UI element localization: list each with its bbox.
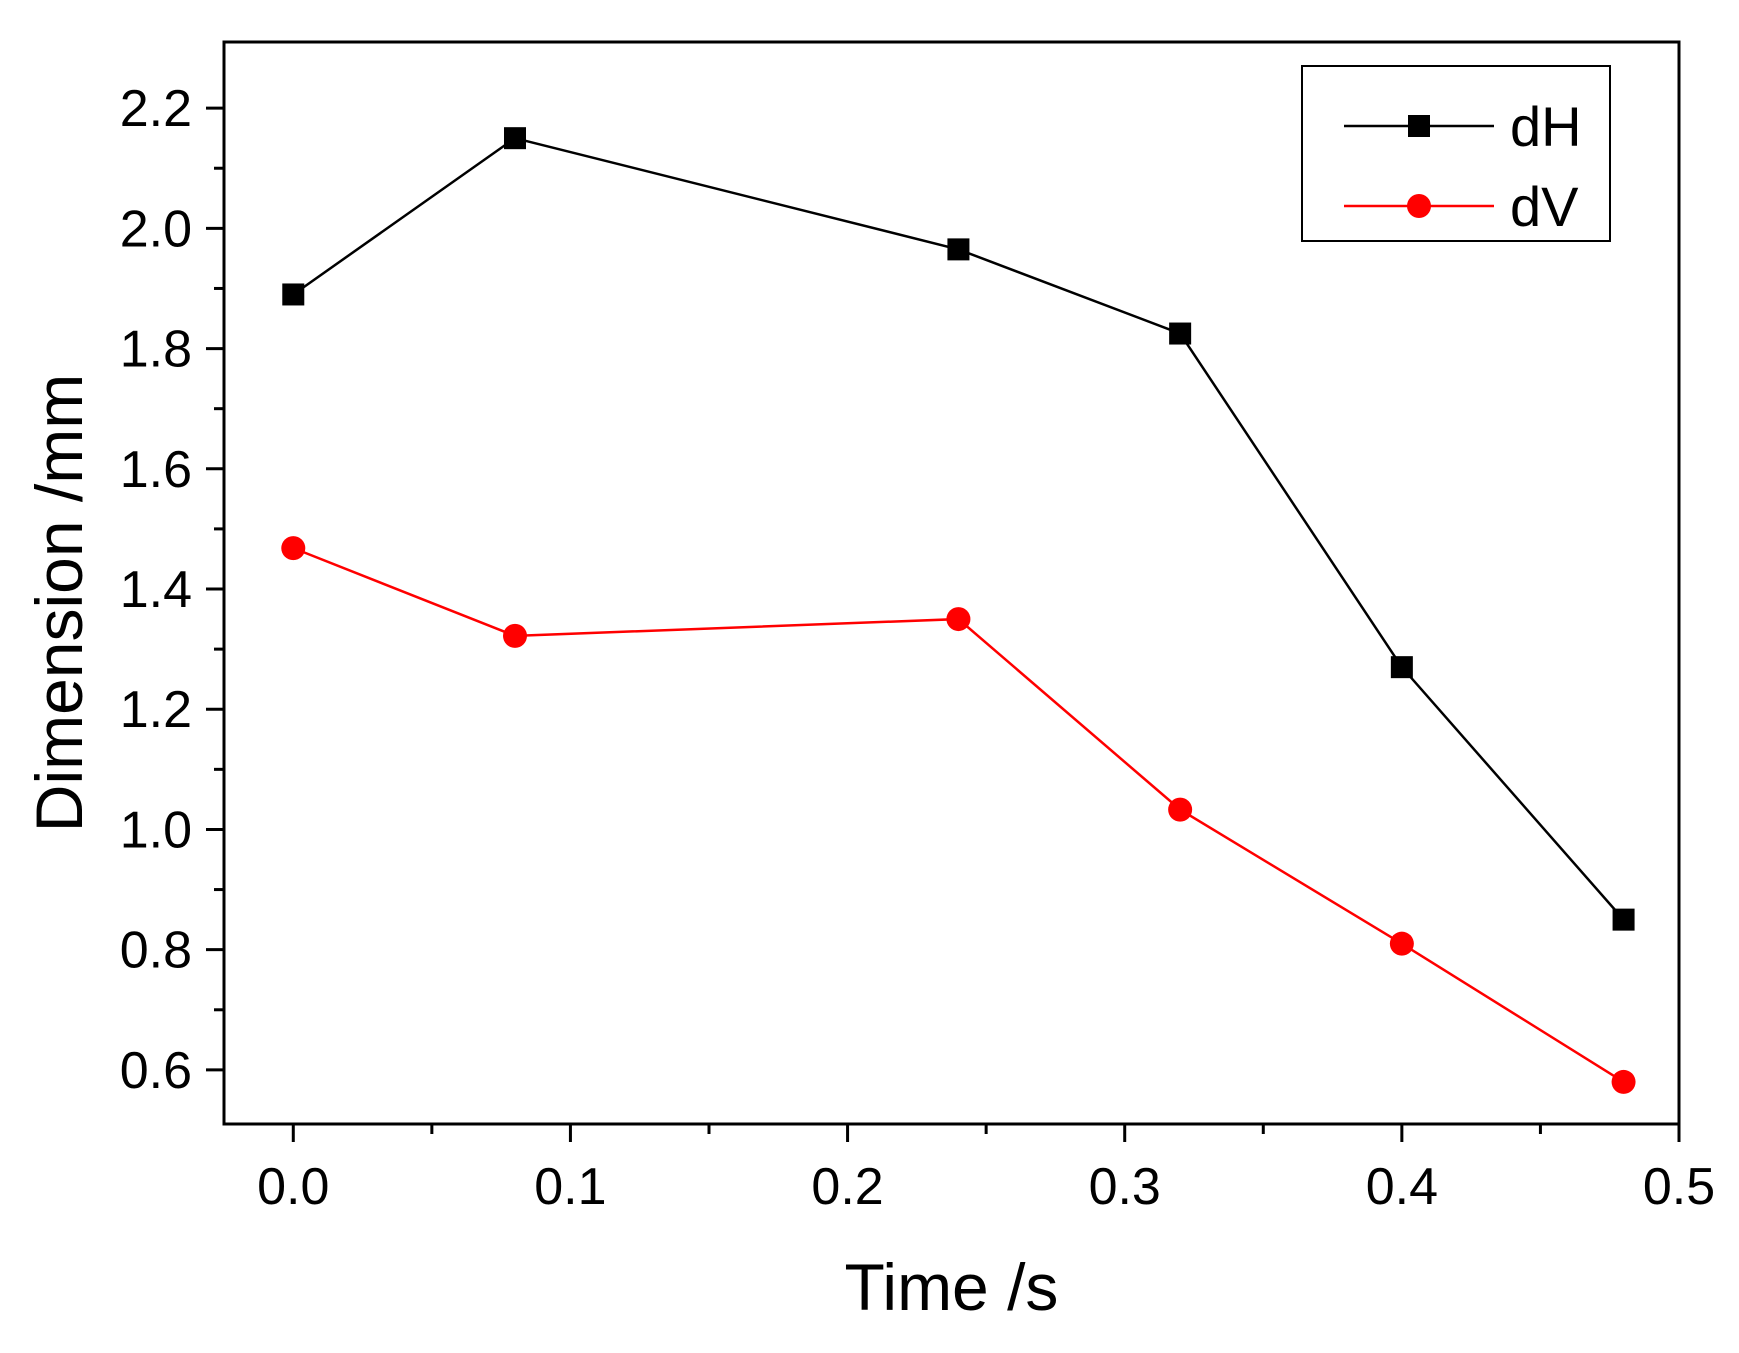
legend-label: dV xyxy=(1510,175,1579,238)
x-tick-label: 0.4 xyxy=(1366,1158,1438,1216)
x-tick-label: 0.0 xyxy=(257,1158,329,1216)
legend-item-dH: dH xyxy=(1344,95,1582,158)
legend-marker xyxy=(1407,194,1431,218)
data-point-dV xyxy=(503,623,527,648)
x-tick-labels: 0.0 0.1 0.2 0.3 0.4 0.5 xyxy=(257,1158,1715,1216)
data-point-dV xyxy=(1611,1069,1636,1094)
plot-area-frame xyxy=(222,40,1681,1126)
series-line-dV xyxy=(292,546,1625,1083)
legend: dH dV xyxy=(1301,65,1611,242)
y-tick-label: 2.2 xyxy=(120,80,192,138)
data-point-dV xyxy=(1389,931,1414,956)
series-line-dH xyxy=(292,136,1625,921)
y-tick-label: 0.8 xyxy=(120,922,192,980)
data-point-dV xyxy=(281,536,306,561)
x-tick-label: 0.1 xyxy=(534,1158,606,1216)
y-axis-title: Dimension /mm xyxy=(22,374,96,832)
data-point-dH xyxy=(1612,908,1635,931)
y-tick-label: 1.0 xyxy=(120,801,192,859)
series-dH xyxy=(282,127,1635,931)
series-dV xyxy=(281,536,1636,1094)
x-tick-label: 0.2 xyxy=(811,1158,883,1216)
y-tick-labels: 0.6 0.8 1.0 1.2 1.4 1.6 1.8 2.0 2.2 xyxy=(120,80,192,1100)
x-axis-title: Time /s xyxy=(845,1250,1059,1324)
y-tick-label: 2.0 xyxy=(120,200,192,258)
data-point-dH xyxy=(1390,656,1413,679)
x-tick-label: 0.3 xyxy=(1089,1158,1161,1216)
legend-marker xyxy=(1408,115,1430,137)
data-point-dH xyxy=(947,238,970,261)
data-point-dH xyxy=(1169,322,1192,345)
y-tick-label: 1.8 xyxy=(120,321,192,379)
legend-label: dH xyxy=(1510,95,1582,158)
y-tick-label: 1.6 xyxy=(120,441,192,499)
y-tick-label: 1.2 xyxy=(120,681,192,739)
x-tick-label: 0.5 xyxy=(1643,1158,1715,1216)
y-tick-label: 0.6 xyxy=(120,1042,192,1100)
series-group xyxy=(281,127,1636,1094)
data-point-dH xyxy=(282,283,305,306)
data-point-dV xyxy=(1168,797,1193,822)
data-point-dV xyxy=(946,607,971,632)
legend-item-dV: dV xyxy=(1344,175,1579,238)
legend-box xyxy=(1301,65,1611,242)
axis-ticks xyxy=(206,106,1681,1142)
data-point-dH xyxy=(504,127,526,150)
y-tick-label: 1.4 xyxy=(120,561,192,619)
